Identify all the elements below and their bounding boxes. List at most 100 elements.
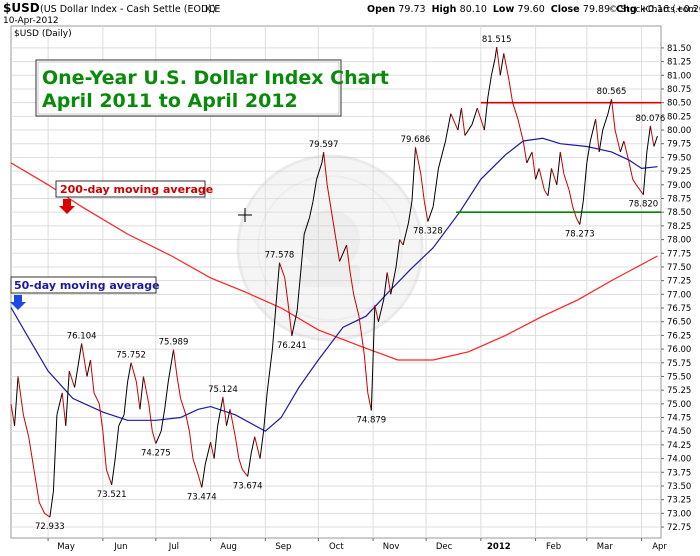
price-segment [114, 425, 120, 459]
price-segment [38, 502, 46, 514]
price-segment [17, 376, 24, 415]
data-label: 78.820 [628, 200, 658, 210]
y-tick-label: 79.75 [667, 140, 691, 150]
price-segment [98, 403, 104, 432]
price-segment [628, 162, 634, 180]
price-segment [598, 129, 604, 153]
price-segment [74, 365, 79, 388]
y-tick-label: 77.50 [667, 263, 691, 273]
price-segment [10, 403, 16, 426]
price-segment [614, 129, 621, 153]
x-tick-label: Mar [597, 542, 614, 551]
x-tick-label: Sep [275, 542, 291, 551]
price-segment [579, 201, 584, 225]
price-segment [192, 458, 199, 476]
date-label: 10-Apr-2012 [3, 16, 59, 26]
data-label: 78.273 [565, 230, 595, 240]
data-label: 78.328 [413, 227, 443, 237]
ohlc-item: Low 79.60 [493, 4, 545, 15]
price-segment [551, 168, 558, 185]
y-tick-label: 81.25 [667, 58, 691, 68]
y-tick-label: 75.75 [667, 359, 691, 369]
y-tick-label: 80.75 [667, 85, 691, 95]
x-tick-label: Dec [436, 542, 453, 551]
price-segment [135, 381, 141, 410]
price-segment [188, 431, 194, 459]
price-segment [407, 201, 413, 224]
price-segment [559, 151, 565, 174]
price-segment [105, 469, 113, 485]
ohlc-item: High 80.10 [432, 4, 487, 15]
price-segment [386, 272, 392, 295]
price-segment [204, 442, 212, 465]
y-tick-label: 73.00 [667, 509, 691, 519]
price-segment [316, 162, 323, 180]
crosshair-cursor [238, 208, 252, 222]
price-segment [595, 119, 600, 152]
x-tick-label: 2012 [487, 542, 511, 551]
y-tick-label: 76.75 [667, 304, 691, 314]
price-segment [483, 97, 489, 131]
data-label: 80.565 [597, 87, 627, 97]
data-label: 72.933 [35, 522, 65, 532]
data-label: 77.578 [265, 251, 295, 261]
y-tick-label: 79.00 [667, 181, 691, 191]
ma200-layer [10, 162, 658, 361]
y-tick-label: 72.75 [667, 523, 691, 533]
price-segment [254, 436, 261, 459]
price-segment [275, 262, 280, 306]
price-segment [339, 244, 348, 262]
price-segment [127, 362, 132, 383]
price-segment [653, 135, 658, 147]
price-segment [464, 124, 473, 136]
y-tick-label: 73.50 [667, 482, 691, 492]
price-segment [370, 305, 376, 411]
x-tick-label: Feb [546, 542, 561, 551]
data-label: 76.241 [277, 341, 307, 351]
price-segment [139, 376, 144, 410]
price-segment [395, 239, 401, 268]
price-segment [619, 140, 625, 153]
price-segment [611, 99, 616, 131]
price-segment [437, 140, 446, 169]
data-label: 75.989 [159, 338, 189, 348]
price-segment [238, 458, 243, 470]
price-segment [353, 294, 360, 317]
price-segment [457, 108, 462, 131]
x-tick-label: Oct [329, 542, 344, 551]
y-tick-label: 76.00 [667, 345, 691, 355]
price-segment [535, 168, 540, 180]
x-tick-label: Aug [220, 542, 237, 551]
data-label: 76.104 [67, 331, 97, 341]
y-tick-label: 74.50 [667, 427, 691, 437]
price-segment [635, 184, 644, 195]
price-segment [14, 376, 19, 426]
y-tick-label: 77.25 [667, 277, 691, 287]
y-tick-label: 77.75 [667, 249, 691, 259]
price-segment [201, 463, 206, 488]
ohlc-readout: Open 79.73 High 80.10 Low 79.60 Close 79.89… [367, 4, 700, 15]
price-segment [374, 305, 379, 322]
data-label: 79.597 [309, 140, 339, 150]
y-tick-label: 80.25 [667, 112, 691, 122]
price-segment [312, 179, 318, 202]
data-label: 74.879 [356, 415, 386, 425]
y-tick-label: 78.75 [667, 194, 691, 204]
price-segment [531, 151, 537, 180]
y-tick-label: 73.25 [667, 496, 691, 506]
y-tick-label: 80.00 [667, 126, 691, 136]
price-segment [496, 47, 501, 76]
price-segment [160, 409, 166, 432]
price-segment [56, 392, 63, 415]
y-tick-label: 79.50 [667, 153, 691, 163]
price-segment [33, 469, 40, 503]
price-segment [383, 272, 388, 300]
price-segment [229, 409, 236, 437]
x-tick-label: Jul [168, 542, 179, 551]
price-segment [291, 310, 298, 336]
ohlc-item: Close 79.89 [551, 4, 610, 15]
y-tick-label: 81.00 [667, 71, 691, 81]
x-tick-label: Apr [652, 542, 667, 551]
price-segment [445, 113, 452, 142]
